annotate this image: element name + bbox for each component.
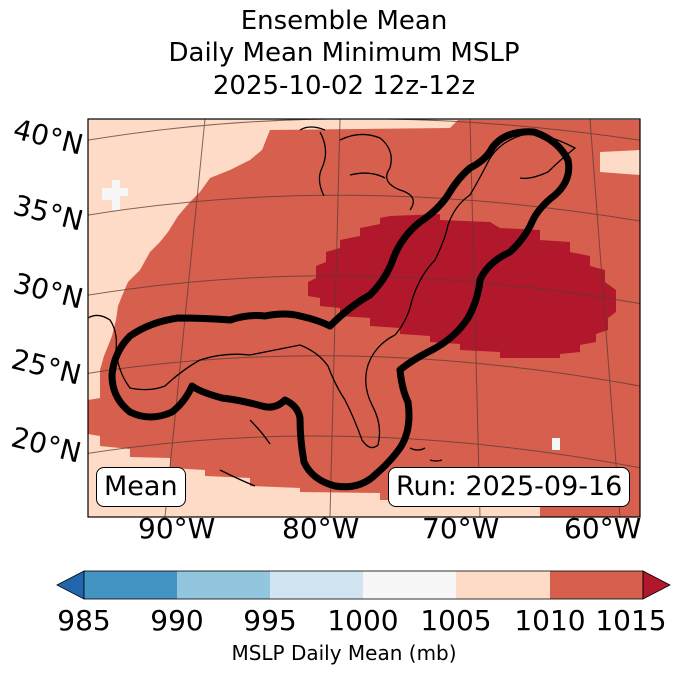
cbar-tick-1000: 1000 [327,604,399,637]
lon-label-70: 70°W [422,512,500,545]
cbar-seg-1000 [363,571,456,599]
cbar-seg-990 [177,571,270,599]
cbar-extend-high [642,570,671,600]
cbar-frame [83,570,644,600]
lon-label-80: 80°W [282,512,360,545]
cbar-tick-1005: 1005 [420,604,492,637]
graticule [88,119,640,517]
colorbar-label: MSLP Daily Mean (mb) [231,641,457,665]
cbar-tick-1015: 1015 [595,604,667,637]
title-line-1: Ensemble Mean [240,6,448,36]
mslp-contour [108,128,573,491]
cbar-seg-1005 [456,571,550,599]
field-1000-patch-small [552,438,560,450]
cbar-seg-1010 [550,571,643,599]
map-frame [87,118,641,518]
cbar-tick-995: 995 [243,604,297,637]
cbar-tick-990: 990 [150,604,204,637]
cbar-tick-1010: 1010 [514,604,586,637]
cbar-tick-985: 985 [57,604,111,637]
lon-label-90: 90°W [138,512,216,545]
mean-label-box: Mean [96,467,186,507]
field-1015 [308,214,616,358]
run-label-box: Run: 2025-09-16 [388,467,631,507]
cbar-seg-995 [270,571,363,599]
title-line-3: 2025-10-02 12z-12z [212,71,476,101]
field-1000-patch [102,180,128,210]
title-line-2: Daily Mean Minimum MSLP [168,38,520,68]
cbar-seg-985 [84,571,177,599]
lon-label-60: 60°W [564,512,642,545]
cbar-extend-low [56,570,85,600]
field-1010 [88,120,640,517]
